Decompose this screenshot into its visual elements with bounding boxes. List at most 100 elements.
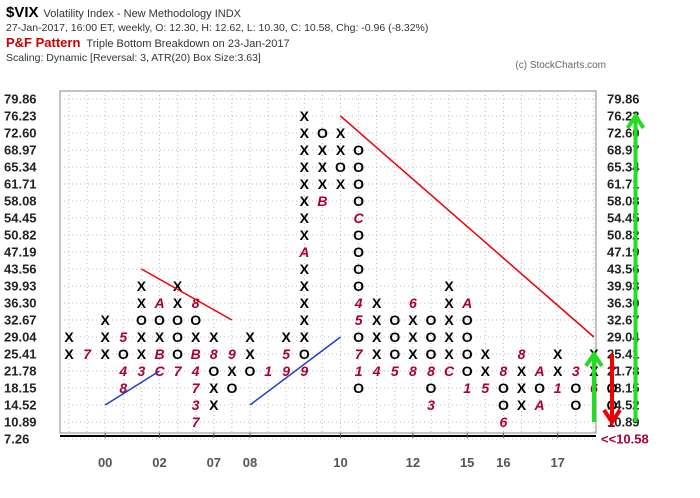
pnf-box: X [245, 346, 255, 362]
y-tick-label-right: 58.08 [607, 194, 640, 209]
pnf-box: O [389, 346, 400, 362]
y-tick-label-left: 36.30 [4, 296, 37, 311]
pnf-box: O [426, 312, 437, 328]
pnf-box: X [444, 278, 454, 294]
pnf-box: O [498, 380, 509, 396]
copyright: (c) StockCharts.com [515, 60, 606, 71]
x-tick-label: 07 [207, 455, 221, 470]
y-tick-label-right: 50.82 [607, 228, 640, 243]
y-tick-label-left: 58.08 [4, 194, 37, 209]
pnf-box: X [137, 295, 147, 311]
y-tick-label-right: 68.97 [607, 143, 640, 158]
pnf-box: A [534, 397, 545, 413]
pnf-box: 5 [119, 329, 127, 345]
trend-line [104, 370, 160, 406]
y-tick-label-right: 79.86 [607, 92, 640, 107]
pnf-box: X [444, 295, 454, 311]
pnf-box: X [300, 312, 310, 328]
pnf-box: X [227, 363, 237, 379]
pnf-box: X [300, 176, 310, 192]
pnf-box: B [317, 193, 327, 209]
signal-arrow-head [584, 350, 604, 368]
y-tick-label-right: 32.67 [607, 313, 640, 328]
pnf-box: X [101, 346, 111, 362]
pnf-box: X [444, 329, 454, 345]
pnf-box: X [517, 397, 527, 413]
pnf-box: 8 [409, 363, 417, 379]
x-tick-label: 12 [406, 455, 420, 470]
pnf-box: O [389, 329, 400, 345]
x-tick-label: 00 [98, 455, 112, 470]
pnf-box: X [372, 346, 382, 362]
x-tick-label: 17 [550, 455, 564, 470]
pnf-box: X [408, 312, 418, 328]
pnf-box: O [462, 312, 473, 328]
pnf-box: O [426, 329, 437, 345]
pnf-box: X [372, 329, 382, 345]
pnf-box: X [300, 125, 310, 141]
y-tick-label-left: 29.04 [4, 330, 37, 345]
pnf-box: X [173, 278, 183, 294]
pnf-box: X [336, 142, 346, 158]
y-tick-label-left: 68.97 [4, 143, 37, 158]
pnf-box: 4 [191, 363, 200, 379]
pnf-box: 5 [355, 312, 363, 328]
y-tick-label-left: 14.52 [4, 398, 37, 413]
y-tick-label-right: 39.93 [607, 279, 640, 294]
pnf-box: 8 [427, 363, 435, 379]
pnf-box: O [335, 159, 346, 175]
pnf-box: A [153, 295, 164, 311]
pnf-box: O [353, 227, 364, 243]
pnf-box: X [300, 210, 310, 226]
scaling-info: Scaling: Dynamic [Reversal: 3, ATR(20) B… [6, 52, 261, 64]
pnf-box: X [408, 329, 418, 345]
y-tick-label-left: 47.19 [4, 245, 37, 260]
pnf-box: X [209, 329, 219, 345]
y-tick-label-right: 14.52 [607, 398, 640, 413]
pnf-box: X [101, 329, 111, 345]
pnf-box: O [172, 312, 183, 328]
pnf-box: X [282, 329, 292, 345]
pnf-box: O [353, 159, 364, 175]
y-tick-label-right: 72.60 [607, 126, 640, 141]
pnf-box: X [245, 329, 255, 345]
pnf-box: 3 [427, 397, 435, 413]
y-tick-label-right: 18.15 [607, 381, 640, 396]
signal-arrow-head [625, 112, 646, 130]
pnf-box: 1 [554, 380, 562, 396]
pnf-box: 5 [282, 346, 290, 362]
pnf-box: X [372, 312, 382, 328]
pnf-box: 7 [83, 346, 92, 362]
pnf-box: X [481, 346, 491, 362]
pnf-box: 7 [174, 363, 183, 379]
x-tick-label: 02 [152, 455, 166, 470]
y-tick-label-left: 43.56 [4, 262, 37, 277]
pnf-box: 9 [282, 363, 290, 379]
pnf-box: O [353, 142, 364, 158]
y-tick-label-right: 61.71 [607, 177, 640, 192]
pnf-box: A [461, 295, 472, 311]
pnf-box: X [300, 193, 310, 209]
pnf-box: 4 [372, 363, 381, 379]
y-tick-label-left: 79.86 [4, 92, 37, 107]
y-tick-label-left: 65.34 [4, 160, 37, 175]
pnf-box: 8 [500, 363, 508, 379]
y-tick-label-left: 7.26 [4, 432, 29, 447]
pnf-box: 3 [138, 363, 146, 379]
pnf-box: O [353, 193, 364, 209]
y-tick-label-left: 50.82 [4, 228, 37, 243]
pnf-box: X [318, 176, 328, 192]
pattern-value: Triple Bottom Breakdown on 23-Jan-2017 [86, 38, 290, 50]
pnf-box: O [299, 346, 310, 362]
pnf-box: O [353, 278, 364, 294]
pnf-box: X [300, 159, 310, 175]
pnf-box: X [336, 176, 346, 192]
pnf-box: 4 [354, 295, 363, 311]
pnf-box: X [300, 142, 310, 158]
pnf-box: X [300, 227, 310, 243]
pnf-box: X [137, 278, 147, 294]
trend-line [141, 268, 233, 321]
pnf-box: O [136, 312, 147, 328]
symbol-text: $VIX [6, 4, 39, 21]
y-tick-label-right: 29.04 [607, 330, 640, 345]
